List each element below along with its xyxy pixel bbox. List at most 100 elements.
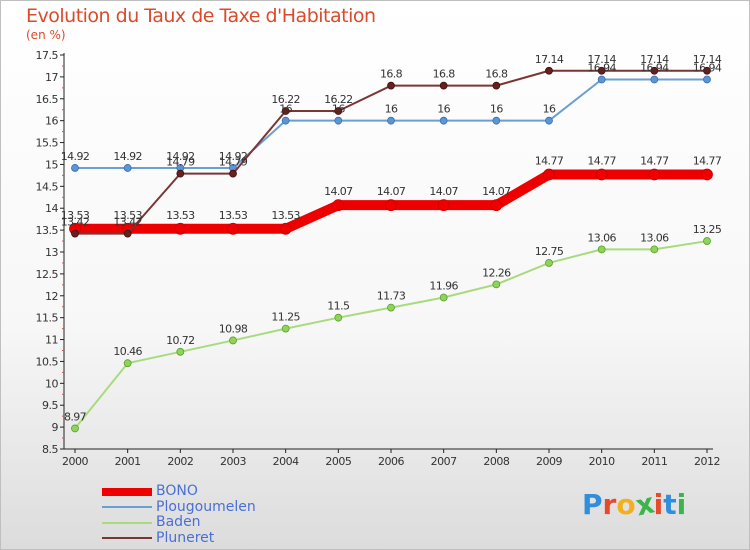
y-tick-label: 17: [45, 71, 58, 84]
data-point-bono: [227, 222, 239, 235]
data-label-pluneret: 14.79: [219, 156, 248, 169]
data-label-plougoumelen: 14.92: [219, 150, 248, 163]
data-point-pluneret: [492, 81, 501, 90]
y-tick-label: 17.5: [36, 49, 59, 62]
y-tick-label: 9.5: [42, 399, 58, 412]
y-tick-label: 14.5: [36, 180, 59, 193]
data-label-pluneret: 17.14: [693, 53, 722, 66]
data-label-bono: 13.53: [219, 209, 248, 222]
data-point-bono: [385, 199, 397, 212]
data-label-pluneret: 17.14: [587, 53, 616, 66]
data-label-plougoumelen: 14.92: [61, 150, 90, 163]
data-point-plougoumelen: [597, 75, 606, 84]
data-point-baden: [334, 313, 343, 322]
data-point-pluneret: [123, 229, 132, 238]
proxiti-logo: Proxiti: [582, 486, 686, 522]
y-tick-label: 9: [52, 421, 59, 434]
data-label-baden: 13.25: [693, 223, 722, 236]
data-point-plougoumelen: [545, 116, 553, 125]
data-label-bono: 13.53: [61, 209, 90, 222]
logo-letter: o: [616, 488, 636, 521]
data-point-bono: [279, 222, 292, 235]
data-point-bono: [595, 168, 608, 181]
data-label-plougoumelen: 16: [543, 103, 556, 116]
y-tick-label: 10: [45, 377, 58, 390]
legend-item-pluneret: Pluneret: [102, 530, 256, 547]
y-unit-label: (en %): [26, 28, 66, 42]
data-label-baden: 8.97: [64, 410, 87, 423]
data-point-bono: [332, 199, 345, 212]
data-point-plougoumelen: [123, 164, 132, 172]
x-tick-label: 2009: [536, 455, 562, 468]
data-point-baden: [439, 293, 448, 302]
data-point-pluneret: [229, 169, 237, 178]
legend-item-baden: Baden: [102, 514, 256, 531]
data-point-bono: [701, 168, 713, 181]
data-label-bono: 13.53: [113, 209, 142, 222]
data-label-pluneret: 16.22: [324, 93, 353, 106]
data-point-baden: [71, 424, 79, 433]
data-point-baden: [123, 359, 132, 368]
y-tick-label: 10.5: [36, 355, 59, 368]
data-point-baden: [492, 280, 501, 289]
data-label-pluneret: 16.8: [380, 68, 403, 81]
data-label-bono: 14.07: [429, 185, 458, 198]
data-point-pluneret: [281, 107, 290, 115]
y-tick-label: 11: [45, 334, 58, 347]
data-point-bono: [543, 168, 555, 181]
y-tick-label: 11.5: [36, 312, 59, 325]
data-label-plougoumelen: 16: [490, 103, 503, 116]
data-point-baden: [703, 237, 711, 245]
data-point-pluneret: [597, 66, 606, 75]
data-point-pluneret: [439, 81, 448, 90]
data-label-bono: 14.07: [377, 185, 406, 198]
y-tick-label: 13.5: [36, 224, 59, 237]
data-label-pluneret: 16.8: [485, 68, 508, 81]
data-point-plougoumelen: [71, 164, 79, 172]
logo-letter: P: [582, 488, 603, 521]
logo-letter: i: [653, 488, 664, 521]
data-label-baden: 13.06: [587, 231, 616, 244]
legend-label: Baden: [156, 514, 201, 530]
data-point-bono: [648, 168, 661, 181]
data-label-baden: 12.26: [482, 266, 511, 279]
data-point-bono: [490, 199, 503, 212]
legend-swatch: [102, 537, 152, 540]
data-point-bono: [174, 222, 187, 235]
legend-swatch: [102, 487, 152, 496]
data-point-pluneret: [334, 107, 343, 115]
data-point-pluneret: [703, 66, 711, 75]
data-point-baden: [281, 324, 290, 333]
data-point-plougoumelen: [387, 116, 395, 125]
data-point-pluneret: [387, 81, 395, 90]
data-label-baden: 10.98: [219, 322, 248, 335]
x-tick-label: 2008: [483, 455, 509, 468]
data-point-baden: [597, 245, 606, 254]
x-tick-label: 2002: [167, 455, 193, 468]
x-tick-label: 2007: [431, 455, 457, 468]
data-label-plougoumelen: 16: [437, 103, 450, 116]
data-label-bono: 14.77: [535, 155, 564, 168]
data-label-pluneret: 13.42: [61, 216, 90, 229]
data-point-baden: [176, 347, 185, 356]
y-tick-label: 13: [45, 246, 58, 259]
data-point-baden: [650, 245, 659, 254]
data-label-baden: 12.75: [535, 245, 564, 258]
y-tick-label: 15: [45, 158, 58, 171]
data-label-bono: 14.07: [482, 185, 511, 198]
legend-swatch: [102, 506, 152, 509]
data-label-pluneret: 16.22: [271, 93, 300, 106]
legend-item-plougoumelen: Plougoumelen: [102, 499, 256, 516]
data-label-baden: 13.06: [640, 231, 669, 244]
data-label-bono: 14.77: [587, 155, 616, 168]
data-label-baden: 10.72: [166, 334, 195, 347]
data-point-plougoumelen: [703, 75, 711, 84]
y-tick-label: 12.5: [36, 268, 59, 281]
data-point-plougoumelen: [650, 75, 659, 84]
data-label-baden: 10.46: [113, 345, 142, 358]
data-label-bono: 13.53: [166, 209, 195, 222]
x-tick-label: 2005: [325, 455, 351, 468]
data-label-bono: 13.53: [271, 209, 300, 222]
data-label-pluneret: 14.79: [166, 156, 195, 169]
logo-letter: t: [663, 488, 677, 521]
